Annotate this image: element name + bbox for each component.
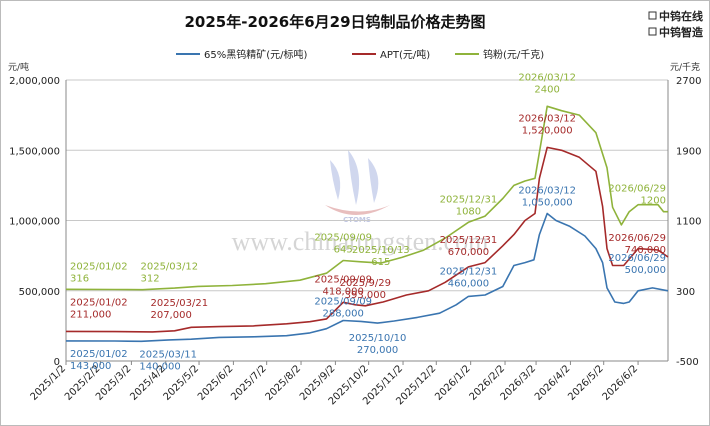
right-axis-unit: 元/千克 — [670, 62, 700, 73]
annotation-value: 393,000 — [345, 290, 386, 301]
annotation-value: 418,000 — [322, 286, 363, 297]
annotation-value: 615 — [371, 257, 390, 268]
annotation-date: 2026/03/12 — [518, 72, 576, 83]
annotations: 2025/01/02143,0002025/03/11140,0002025/0… — [70, 72, 666, 372]
annotation-date: 2025/12/31 — [440, 194, 498, 205]
brand-logo-icon — [648, 11, 657, 20]
annotation-date: 2025/10/13 — [352, 245, 410, 256]
annotation-date: 2026/06/29 — [608, 233, 666, 244]
left-tick-label: 500,000 — [19, 287, 60, 298]
annotation-date: 2026/06/29 — [608, 253, 666, 264]
annotation-value: 2400 — [534, 84, 559, 95]
series-line — [65, 212, 669, 343]
annotation-value: 316 — [70, 273, 89, 284]
annotation-date: 2025/09/09 — [314, 274, 372, 285]
annotation-date: 2025/09/09 — [314, 297, 372, 308]
annotation-value: 1,050,000 — [522, 197, 573, 208]
annotation-value: 500,000 — [625, 265, 666, 276]
right-tick-label: -500 — [676, 357, 699, 368]
annotation-date: 2025/12/31 — [440, 235, 498, 246]
brand-logo-icon — [648, 27, 657, 36]
annotation-value: 288,000 — [322, 309, 363, 320]
annotation-value: 645 — [334, 244, 353, 255]
left-axis-ticks: 0 500,000 1,000,000 1,500,000 2,000,000 — [9, 76, 60, 368]
annotation-value: 1080 — [456, 206, 481, 217]
left-tick-label: 0 — [54, 357, 60, 368]
brand-block: 中钨在线 中钨智造 — [648, 9, 704, 39]
annotation-date: 2025/03/11 — [139, 349, 197, 360]
left-tick-label: 1,500,000 — [9, 146, 60, 157]
annotation-date: 2026/03/12 — [518, 113, 576, 124]
annotation-date: 2025/09/09 — [314, 232, 372, 243]
right-tick-label: 300 — [676, 287, 695, 298]
left-tick-label: 1,000,000 — [9, 217, 60, 228]
left-axis-unit: 元/吨 — [8, 61, 29, 73]
annotation-value: 670,000 — [448, 247, 489, 258]
legend-label: 65%黑钨精矿(元/标吨) — [204, 48, 307, 61]
annotation-value: 460,000 — [448, 278, 489, 289]
brand-line-1: 中钨在线 — [659, 9, 703, 23]
right-axis-ticks: -500 300 1100 1900 2700 — [676, 76, 701, 368]
annotation-value: 1200 — [641, 196, 666, 207]
annotation-value: 1,520,000 — [522, 125, 573, 136]
watermark-logo-icon — [325, 150, 390, 215]
series-lines — [65, 105, 669, 343]
legend: 65%黑钨精矿(元/标吨) APT(元/吨) 钨粉(元/千克) — [176, 48, 544, 61]
brand-line-2: 中钨智造 — [659, 25, 704, 39]
annotation-date: 2026/03/12 — [518, 185, 576, 196]
series-line — [65, 146, 669, 333]
watermark-text: www.chinatungsten.com — [232, 227, 489, 256]
annotation-value: 207,000 — [150, 310, 191, 321]
annotation-date: 2025/01/02 — [70, 349, 128, 360]
annotation-date: 2026/06/29 — [608, 184, 666, 195]
annotation-date: 2025/03/12 — [140, 262, 198, 273]
right-tick-label: 1100 — [676, 217, 701, 228]
left-tick-label: 2,000,000 — [9, 76, 60, 87]
annotation-value: 312 — [140, 274, 159, 285]
legend-label: 钨粉(元/千克) — [483, 48, 544, 61]
annotation-date: 2025/03/21 — [150, 298, 208, 309]
grid — [65, 79, 669, 362]
annotation-date: 2025/12/31 — [440, 266, 498, 277]
annotation-date: 2025/01/02 — [70, 261, 128, 272]
annotation-value: 140,000 — [139, 361, 180, 372]
annotation-date: 2025/10/10 — [349, 333, 407, 344]
right-tick-label: 1900 — [676, 146, 701, 157]
series-line — [65, 105, 668, 291]
annotation-value: 211,000 — [70, 309, 111, 320]
legend-label: APT(元/吨) — [380, 48, 430, 61]
annotation-date: 2025/9/29 — [340, 278, 391, 289]
annotation-value: 270,000 — [357, 345, 398, 356]
annotation-date: 2025/01/02 — [70, 297, 128, 308]
annotation-value: 740,000 — [625, 245, 666, 256]
chart-title: 2025年-2026年6月29日钨制品价格走势图 — [184, 13, 485, 31]
annotation-value: 143,000 — [70, 361, 111, 372]
right-tick-label: 2700 — [676, 76, 701, 87]
